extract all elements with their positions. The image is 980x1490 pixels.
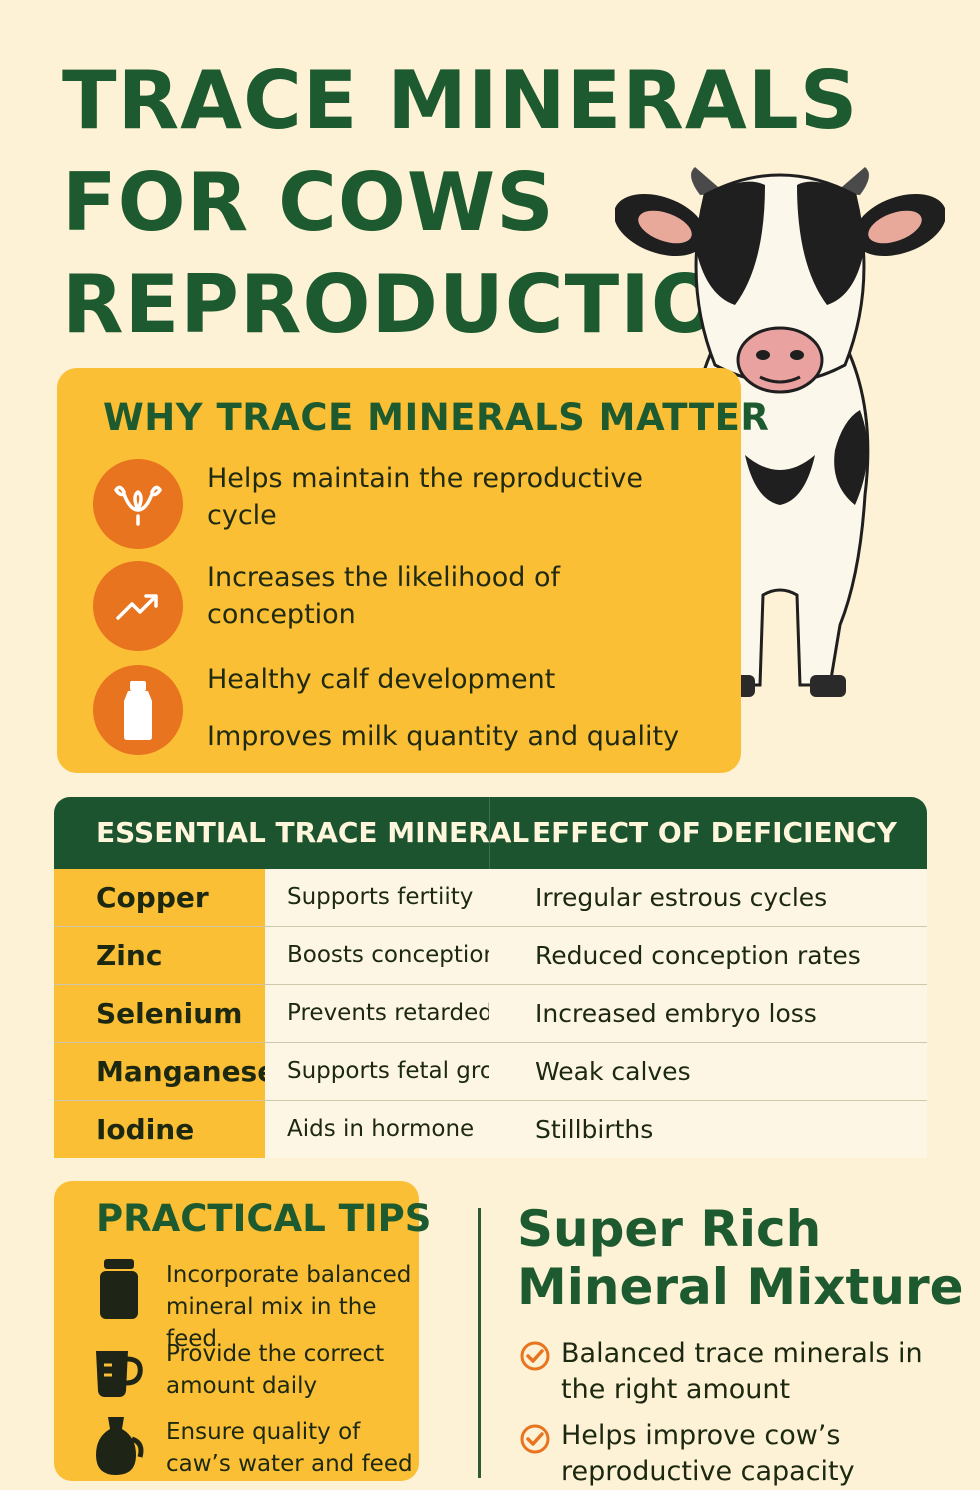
cow-illustration — [615, 167, 945, 697]
jug-icon — [96, 1417, 144, 1475]
why-item-2: Increases the likelihood of conception — [207, 562, 560, 630]
why-item-4: Improves milk quantity and quality — [207, 721, 680, 752]
why-heading: WHY TRACE MINERALS MATTER — [103, 396, 770, 439]
mineral-role: Aids in hormone — [287, 1116, 475, 1142]
deficiency-effect: Reduced conception rates — [535, 941, 861, 970]
tip-1: Incorporate balanced mineral mix in the … — [166, 1262, 412, 1352]
check-circle-icon — [520, 1341, 550, 1371]
table-header-deficiency: EFFECT OF DEFICIENCY — [532, 816, 897, 849]
mineral-name: Iodine — [96, 1113, 195, 1146]
section-divider — [478, 1208, 481, 1478]
title-line-3: REPRODUCTION — [62, 258, 788, 351]
table-row: Manganese Supports fetal growth Weak cal… — [54, 1043, 927, 1101]
measuring-cup-icon — [96, 1351, 143, 1397]
mineral-name: Manganese — [96, 1055, 277, 1088]
tip-3: Ensure quality of caw’s water and feed — [166, 1419, 413, 1477]
table-row: Iodine Aids in hormone Stillbirths — [54, 1101, 927, 1158]
title-line-1: TRACE MINERALS — [62, 54, 859, 147]
table-row: Zinc Boosts conception Reduced conceptio… — [54, 927, 927, 985]
why-item-3: Healthy calf development — [207, 664, 556, 695]
jar-icon — [100, 1259, 138, 1319]
mineral-name: Copper — [96, 881, 209, 914]
table-header-mineral: ESSENTIAL TRACE MINERAL — [96, 816, 530, 849]
uterus-icon — [93, 459, 183, 549]
product-point-1: Balanced trace minerals in the right amo… — [561, 1338, 923, 1405]
check-circle-icon — [520, 1424, 550, 1454]
page-title: TRACE MINERALS FOR COWS REPRODUCTION — [62, 50, 858, 356]
why-minerals-panel: WHY TRACE MINERALS MATTER Helps maintain… — [57, 368, 769, 773]
mineral-role: Supports fertiity — [287, 884, 474, 910]
deficiency-effect: Irregular estrous cycles — [535, 883, 828, 912]
table-row: Selenium Prevents retarded Increased emb… — [54, 985, 927, 1043]
mineral-role: Boosts conception — [287, 942, 498, 968]
product-name-line-1: Super Rich — [517, 1200, 822, 1258]
product-name-line-2: Mineral Mixture — [517, 1258, 964, 1316]
practical-tips-panel: PRACTICAL TIPS Incorporate balanced mine… — [54, 1181, 431, 1481]
mineral-name: Zinc — [96, 939, 163, 972]
product-point-2: Helps improve cow’s reproductive capacit… — [561, 1420, 855, 1487]
deficiency-effect: Increased embryo loss — [535, 999, 817, 1028]
mineral-name: Selenium — [96, 997, 243, 1030]
table-row: Copper Supports fertiity Irregular estro… — [54, 869, 927, 927]
mineral-role: Prevents retarded — [287, 1000, 493, 1026]
why-item-1: Helps maintain the reproductive cycle — [207, 463, 643, 531]
title-line-2: FOR COWS — [62, 156, 555, 249]
table-header: ESSENTIAL TRACE MINERAL EFFECT OF DEFICI… — [54, 797, 927, 869]
minerals-table: ESSENTIAL TRACE MINERAL EFFECT OF DEFICI… — [54, 797, 927, 1160]
product-name: Super Rich Mineral Mixture — [517, 1200, 964, 1316]
tip-2: Provide the correct amount daily — [166, 1341, 385, 1399]
tips-heading: PRACTICAL TIPS — [96, 1197, 432, 1240]
deficiency-effect: Stillbirths — [535, 1115, 654, 1144]
trend-up-icon — [93, 561, 183, 651]
deficiency-effect: Weak calves — [535, 1057, 691, 1086]
milk-bottle-icon — [93, 665, 183, 755]
